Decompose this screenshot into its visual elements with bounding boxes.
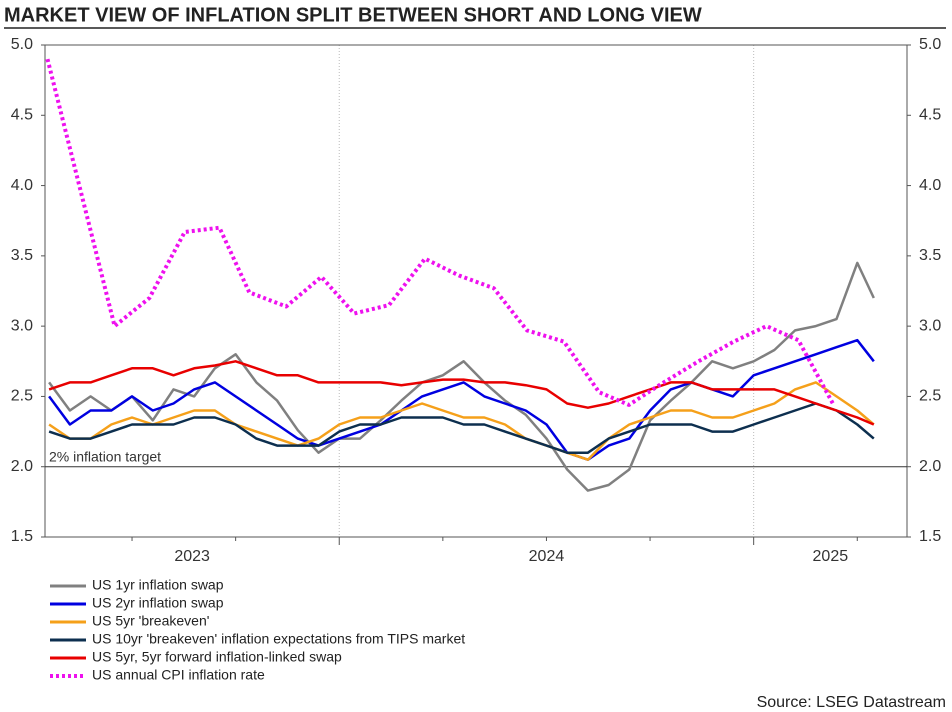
y2-tick-label: 4.5 <box>919 107 941 124</box>
series-line <box>48 338 875 461</box>
y-tick-label: 1.5 <box>11 528 33 545</box>
chart-title: MARKET VIEW OF INFLATION SPLIT BETWEEN S… <box>4 4 702 26</box>
legend-label: US 1yr inflation swap <box>92 577 224 593</box>
series-line <box>48 261 875 492</box>
legend-label: US 10yr 'breakeven' inflation expectatio… <box>92 631 465 647</box>
x-tick-label: 2023 <box>174 548 210 565</box>
y-tick-label: 3.5 <box>11 247 33 264</box>
y2-tick-label: 2.0 <box>919 458 941 475</box>
legend-label: US 5yr 'breakeven' <box>92 613 209 629</box>
y-tick-label: 3.0 <box>11 317 33 334</box>
series-line <box>45 58 836 407</box>
y2-tick-label: 5.0 <box>919 36 941 53</box>
y2-tick-label: 3.0 <box>919 317 941 334</box>
series-line <box>48 360 875 426</box>
y2-tick-label: 4.0 <box>919 177 941 194</box>
y2-tick-label: 3.5 <box>919 247 941 264</box>
legend-label: US 2yr inflation swap <box>92 595 224 611</box>
y2-tick-label: 2.5 <box>919 388 941 405</box>
series-line <box>48 402 875 454</box>
y2-tick-label: 1.5 <box>919 528 941 545</box>
y-tick-label: 4.5 <box>11 107 33 124</box>
x-tick-label: 2024 <box>529 548 565 565</box>
y-tick-label: 2.0 <box>11 458 33 475</box>
series-line <box>48 381 875 461</box>
x-tick-label: 2025 <box>813 548 849 565</box>
target-label: 2% inflation target <box>49 448 161 464</box>
y-tick-label: 4.0 <box>11 177 33 194</box>
legend-label: US annual CPI inflation rate <box>92 667 265 683</box>
y-tick-label: 2.5 <box>11 388 33 405</box>
y-tick-label: 5.0 <box>11 36 33 53</box>
legend-label: US 5yr, 5yr forward inflation-linked swa… <box>92 649 342 665</box>
plot-frame <box>44 44 908 538</box>
source: Source: LSEG Datastream <box>757 694 946 711</box>
